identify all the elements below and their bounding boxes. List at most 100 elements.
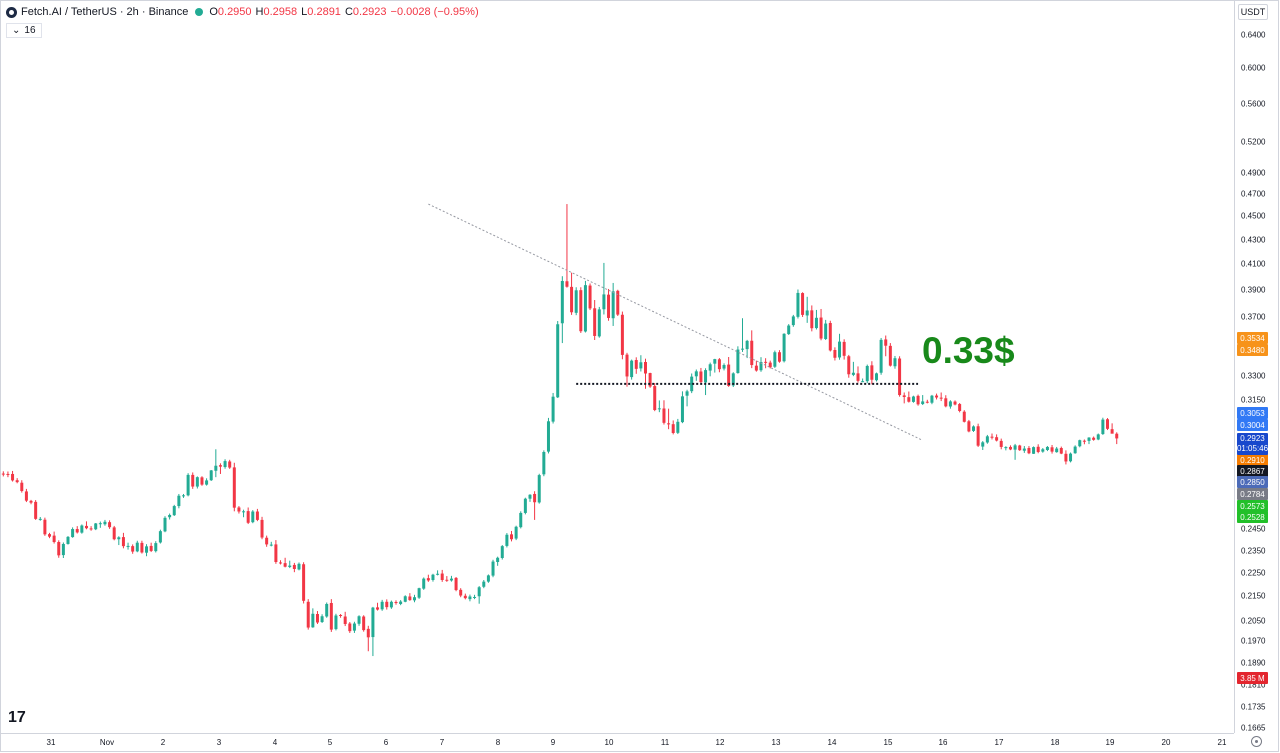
candle [639, 355, 643, 372]
time-axis[interactable] [0, 733, 1234, 753]
candle [181, 493, 185, 498]
ohlc-open-key: O [209, 6, 218, 18]
candle-body [279, 562, 283, 564]
candle [620, 311, 624, 360]
price-tick: 0.4900 [1241, 168, 1266, 178]
candle [366, 625, 370, 652]
candle-body [1087, 437, 1091, 441]
candle-body [523, 498, 527, 513]
candle-body [34, 501, 38, 519]
candle [223, 459, 227, 469]
candle-body [57, 542, 61, 556]
symbol-title[interactable]: Fetch.AI / TetherUS · 2h · Binance [21, 6, 189, 18]
candle-body [1078, 440, 1082, 447]
candle-body [168, 514, 172, 518]
candle [967, 419, 971, 433]
candle-body [958, 404, 962, 411]
tradingview-logo[interactable]: 17 [8, 709, 26, 726]
candle [519, 511, 523, 529]
candle [61, 542, 65, 558]
candle-body [24, 491, 28, 501]
candle [357, 615, 361, 626]
candle [98, 521, 102, 528]
candle-body [121, 537, 125, 547]
candle-body [237, 507, 241, 512]
price-marker-label: 0.3534 [1237, 332, 1268, 344]
candle [195, 476, 199, 489]
candle [24, 488, 28, 503]
candle-body [925, 401, 929, 403]
price-marker-label: 0.2528 [1237, 511, 1268, 523]
candle-body [796, 292, 800, 317]
price-marker-label: 0.3004 [1237, 419, 1268, 431]
candle-body [343, 616, 347, 625]
candle-body [352, 623, 356, 631]
candle [653, 383, 657, 412]
currency-selector[interactable]: USDT [1238, 4, 1268, 20]
candle [1045, 446, 1049, 452]
candle [935, 393, 939, 400]
time-tick: 3 [216, 738, 222, 747]
candle [847, 354, 851, 378]
candlestick-chart[interactable] [0, 0, 1234, 733]
candle [514, 525, 518, 541]
price-marker-label: 0.2910 [1237, 454, 1268, 466]
candle-body [1027, 448, 1031, 454]
candle-body [777, 352, 781, 362]
candle [496, 556, 500, 566]
candle-body [833, 349, 837, 358]
candle [717, 358, 721, 373]
candle [117, 536, 121, 546]
chart-plot-area[interactable] [0, 0, 1234, 733]
candle-body [325, 603, 329, 617]
candle [921, 395, 925, 406]
candle-body [888, 345, 892, 366]
price-tick: 0.4500 [1241, 211, 1266, 221]
candle-body [1101, 419, 1105, 435]
candle [662, 400, 666, 425]
candle [320, 614, 324, 624]
candle-body [782, 333, 786, 362]
candle [944, 395, 948, 408]
candle [551, 392, 555, 424]
candle-body [274, 544, 278, 563]
candle-body [856, 373, 860, 381]
settings-icon[interactable] [1251, 736, 1262, 747]
candle [477, 586, 481, 604]
candle-body [218, 465, 222, 467]
candle-body [690, 376, 694, 392]
candle [704, 368, 708, 396]
time-tick: 11 [660, 738, 670, 747]
candle [560, 276, 564, 344]
candle-body [52, 535, 56, 543]
candle-body [195, 477, 199, 487]
candle [11, 470, 15, 482]
price-axis[interactable] [1234, 0, 1280, 733]
candle-body [662, 408, 666, 423]
candle [865, 364, 869, 384]
candle [135, 540, 139, 553]
candle [607, 288, 611, 321]
candle-body [930, 395, 934, 403]
indicators-toggle[interactable]: ⌄ 16 [6, 23, 42, 38]
candle-body [228, 461, 232, 468]
candle [791, 314, 795, 327]
candle-body [1045, 446, 1049, 450]
candle-body [999, 440, 1003, 447]
price-tick: 0.3700 [1241, 312, 1266, 322]
candle-body [819, 317, 823, 339]
candle [260, 516, 264, 540]
candle-body [436, 573, 440, 575]
candle [953, 400, 957, 406]
candle-body [648, 373, 652, 387]
candle [754, 360, 758, 372]
candle-body [722, 365, 726, 369]
price-marker-label: 0.2867 [1237, 465, 1268, 477]
resistance-trendline[interactable] [428, 203, 923, 441]
candle-body [112, 527, 116, 540]
candle [833, 347, 837, 361]
candle [1069, 452, 1073, 463]
candle-body [149, 545, 153, 551]
candle-body [907, 397, 911, 402]
candle [468, 594, 472, 602]
